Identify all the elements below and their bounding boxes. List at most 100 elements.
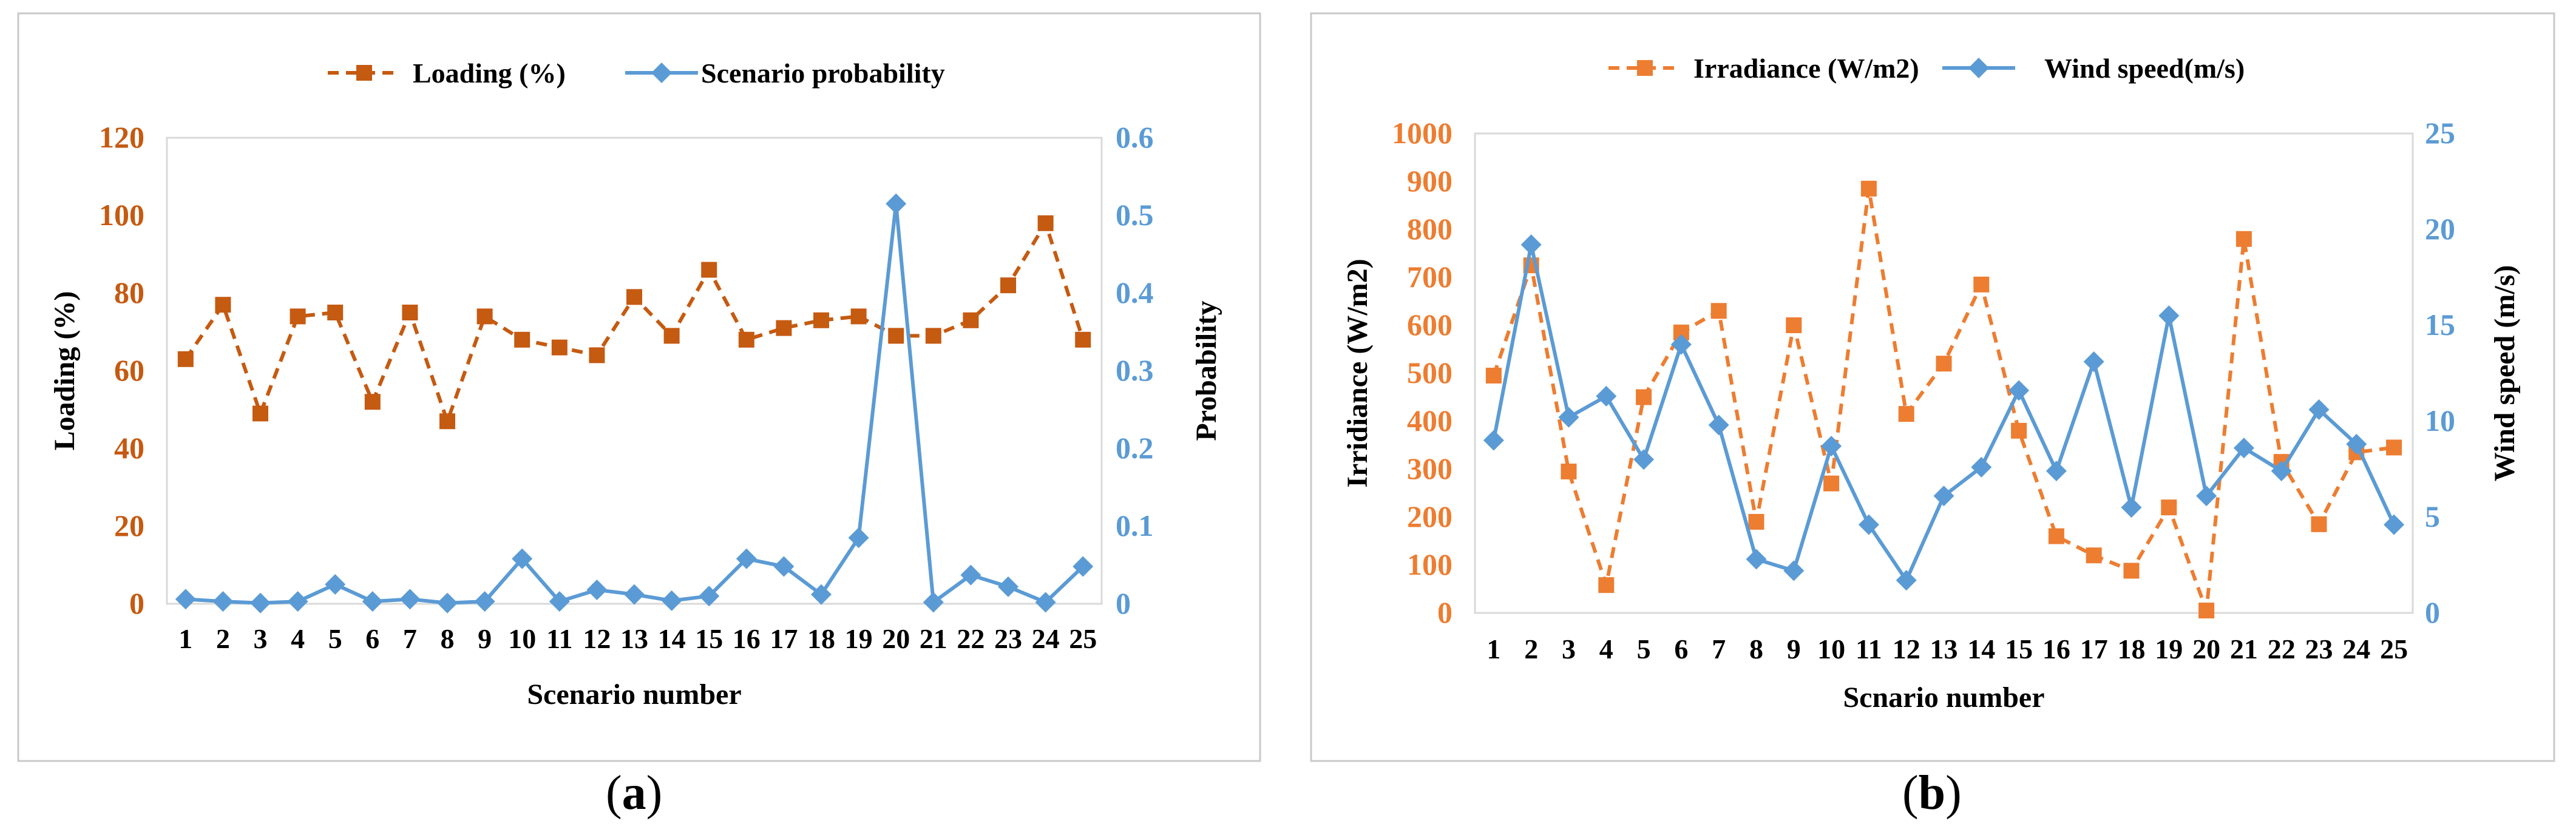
data-point-series-1	[776, 320, 792, 336]
data-point-series-1	[2311, 516, 2327, 532]
y-tick-label: 40	[114, 431, 144, 465]
y-tick-label: 400	[1407, 404, 1452, 438]
data-point-series-2	[1596, 385, 1617, 407]
x-axis-title: Scenario number	[527, 678, 741, 711]
data-point-series-1	[589, 347, 605, 363]
data-point-series-1	[1898, 406, 1914, 422]
data-point-series-1	[1075, 331, 1091, 348]
data-point-series-1	[290, 308, 306, 325]
data-point-series-2	[1783, 560, 1805, 581]
data-point-series-1	[2011, 422, 2027, 439]
x-tick-label: 7	[1712, 634, 1726, 664]
data-point-series-1	[925, 328, 941, 344]
x-tick-label: 21	[2230, 634, 2258, 664]
y-tick-label: 100	[99, 198, 144, 232]
data-point-series-2	[2158, 305, 2180, 326]
x-tick-label: 20	[882, 623, 910, 654]
x-tick-label: 3	[1562, 634, 1576, 664]
legend-marker-1	[356, 65, 372, 81]
data-point-series-1	[1973, 276, 1990, 292]
data-point-series-2	[325, 574, 346, 595]
x-tick-label: 13	[620, 623, 648, 654]
data-point-series-1	[215, 297, 231, 313]
data-point-series-2	[773, 556, 795, 577]
x-tick-label: 25	[1069, 623, 1097, 654]
data-point-series-1	[2386, 439, 2402, 456]
panel-label-b: (b)	[1902, 766, 1962, 821]
data-point-series-1	[2048, 528, 2064, 544]
y-tick-label: 80	[114, 276, 144, 309]
data-point-series-1	[701, 262, 717, 278]
data-point-series-2	[212, 591, 234, 612]
data-point-series-1	[1823, 475, 1840, 492]
legend-label-1: Irradiance (W/m2)	[1693, 53, 1919, 84]
data-point-series-2	[736, 548, 757, 569]
data-point-series-1	[551, 339, 568, 356]
x-tick-label: 24	[1032, 623, 1060, 654]
y-tick-label: 0	[1437, 595, 1452, 629]
data-point-series-2	[1933, 485, 1954, 507]
data-point-series-1	[1936, 356, 1952, 372]
data-point-series-2	[2346, 433, 2367, 455]
y-tick-label: 800	[1407, 212, 1452, 246]
data-point-series-2	[1670, 334, 1692, 355]
y-axis-title: Irridiance (W/m2)	[1341, 259, 1374, 487]
data-point-series-2	[2271, 461, 2292, 482]
data-point-series-2	[960, 564, 981, 586]
x-tick-label: 15	[695, 623, 723, 654]
panel-label-a-open: (	[606, 766, 622, 820]
x-tick-label: 23	[994, 623, 1022, 654]
data-point-series-2	[2308, 399, 2330, 421]
y2-axis-title: Probability	[1190, 300, 1222, 441]
data-point-series-2	[2083, 351, 2104, 373]
data-point-series-2	[1896, 570, 1917, 591]
data-point-series-2	[2046, 461, 2067, 482]
x-tick-label: 10	[1817, 634, 1845, 664]
x-tick-label: 25	[2380, 634, 2408, 664]
data-point-series-2	[923, 592, 944, 613]
data-point-series-1	[402, 305, 418, 320]
y-tick-label: 100	[1407, 547, 1452, 581]
x-tick-label: 22	[2268, 634, 2296, 664]
data-point-series-1	[2198, 603, 2215, 619]
data-point-series-1	[663, 328, 680, 344]
x-tick-label: 1	[178, 623, 192, 654]
y2-axis-title: Wind speed (m/s)	[2489, 265, 2521, 482]
data-point-series-2	[998, 576, 1019, 597]
x-tick-label: 19	[2155, 634, 2183, 664]
y-axis-title: Loading (%)	[49, 291, 81, 451]
data-point-series-1	[2161, 499, 2177, 516]
data-point-series-2	[2008, 380, 2030, 401]
data-point-series-2	[624, 584, 645, 605]
x-tick-label: 23	[2305, 634, 2333, 664]
panel-label-b-letter: b	[1918, 766, 1946, 820]
x-tick-label: 19	[845, 623, 873, 654]
data-point-series-2	[1073, 556, 1094, 577]
x-tick-label: 12	[583, 623, 611, 654]
data-point-series-1	[1037, 215, 1054, 231]
data-point-series-2	[1858, 514, 1879, 535]
x-tick-label: 4	[291, 623, 305, 654]
x-tick-label: 8	[441, 623, 455, 654]
x-tick-label: 10	[508, 623, 536, 654]
data-point-series-2	[848, 527, 869, 549]
x-tick-label: 2	[216, 623, 230, 654]
x-tick-label: 11	[546, 623, 572, 654]
data-point-series-2	[886, 193, 907, 214]
data-point-series-2	[586, 579, 608, 600]
data-point-series-1	[476, 308, 493, 325]
y-tick-label: 900	[1407, 164, 1452, 198]
x-tick-label: 2	[1524, 634, 1538, 664]
x-tick-label: 9	[1787, 634, 1801, 664]
y2-tick-label: 0.3	[1116, 353, 1154, 387]
data-point-series-2	[287, 591, 308, 612]
data-point-series-2	[549, 591, 570, 612]
y2-tick-label: 10	[2425, 404, 2455, 438]
y2-tick-label: 0.5	[1116, 198, 1154, 232]
x-tick-label: 15	[2005, 634, 2033, 664]
x-tick-label: 22	[957, 623, 985, 654]
data-point-series-2	[1708, 414, 1729, 436]
data-point-series-1	[1786, 317, 1802, 333]
x-tick-label: 20	[2192, 634, 2220, 664]
